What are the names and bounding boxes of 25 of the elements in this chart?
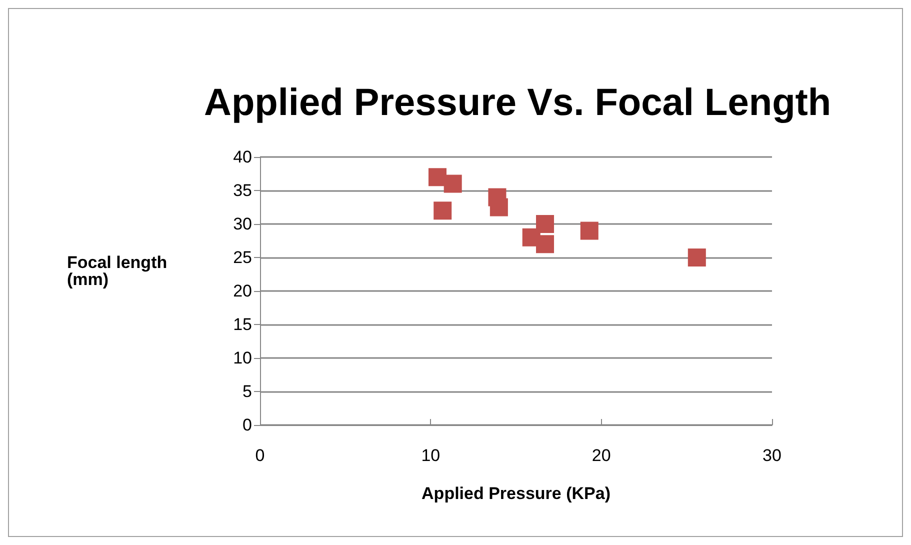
point [536,215,554,233]
y-tick-label: 30 [233,214,252,234]
y-axis-title: Focal length (mm) [67,253,168,289]
y-tick-label: 10 [233,348,252,368]
chart-title: Applied Pressure Vs. Focal Length [204,82,832,124]
point [580,222,598,240]
chart-frame: Focal length (mm) Applied Pressure (KPa) 0 5 10 15 20 25 30 35 40 0 10 20 30 Applied Pressure Vs. Focal Length [8,8,903,537]
x-tick-label: 10 [421,446,440,465]
x-tick-label: 20 [592,446,611,465]
x-axis-title: Applied Pressure (KPa) [422,484,610,503]
y-tick-label: 40 [233,148,252,166]
y-tick-label: 25 [233,248,252,267]
y-tick-label: 20 [233,282,252,300]
x-tick-label: 0 [255,446,265,465]
point [490,198,508,216]
y-tick-label: 15 [233,315,252,334]
y-tick-label: 5 [242,382,252,401]
y-tick-label: 35 [233,181,252,200]
point [434,202,452,220]
x-tick-label: 30 [762,446,782,465]
point [428,168,446,186]
point [688,248,706,266]
y-tick-label: 0 [242,416,252,434]
point [444,174,462,193]
point [536,235,554,254]
